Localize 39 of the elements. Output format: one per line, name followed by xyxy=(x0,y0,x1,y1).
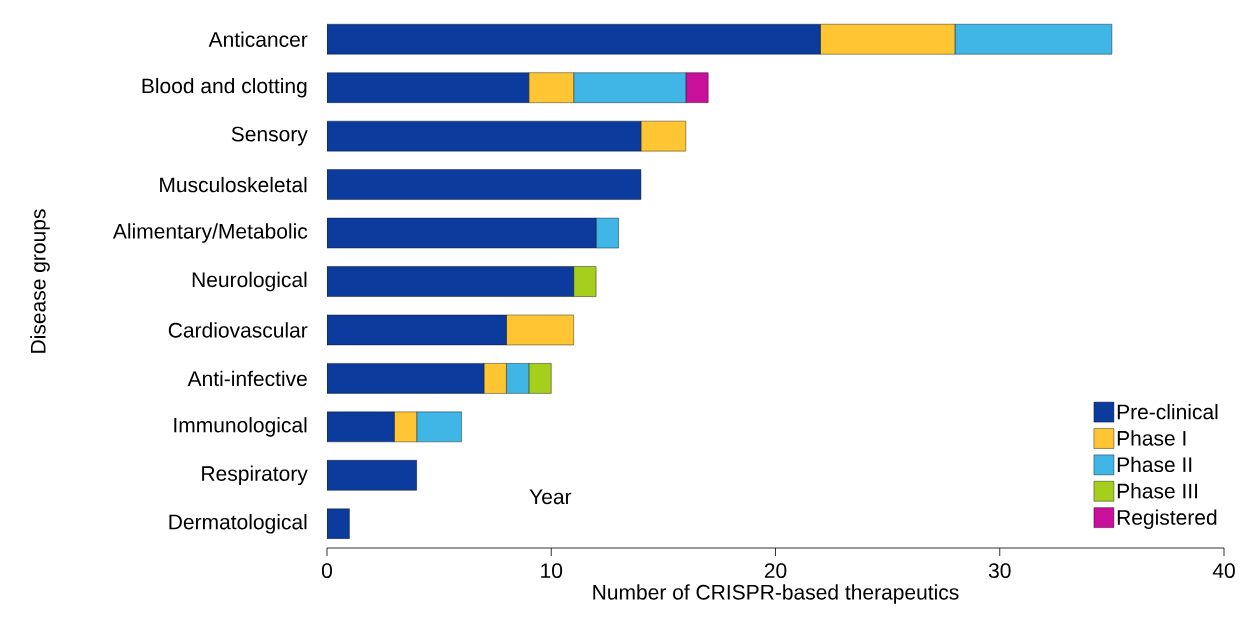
bar xyxy=(327,72,530,103)
bar xyxy=(327,460,417,491)
y-axis-title: Disease groups xyxy=(30,209,50,353)
legend-label: Phase I xyxy=(1117,430,1186,446)
x-tick-label: 30 xyxy=(988,563,1011,579)
y-tick-label: Alimentary/Metabolic xyxy=(112,223,308,243)
x-axis-title: Number of CRISPR-based therapeutics xyxy=(593,584,959,604)
y-tick-label: Blood and clotting xyxy=(142,77,307,98)
y-tick-label: Anticancer xyxy=(208,31,308,47)
legend-label: Registered xyxy=(1117,509,1217,530)
annotation: Year xyxy=(529,489,572,505)
y-tick-label: Dermatological xyxy=(169,514,307,534)
legend-label: Phase II xyxy=(1117,456,1192,473)
x-tick-label: 0 xyxy=(321,563,333,579)
bar xyxy=(573,266,597,297)
y-tick-label: Musculoskeletal xyxy=(160,176,307,193)
y-tick-label: Respiratory xyxy=(202,465,308,486)
bar xyxy=(327,411,395,443)
x-tick-label: 10 xyxy=(541,563,563,579)
y-tick-label: Anti-infective xyxy=(187,370,307,387)
bar xyxy=(506,314,574,346)
bar xyxy=(327,508,350,539)
bar xyxy=(327,363,485,394)
bar xyxy=(327,217,597,249)
legend-label: Pre-clinical xyxy=(1117,403,1218,420)
x-tick-label: 40 xyxy=(1212,563,1235,579)
y-tick-label: Neurological xyxy=(192,271,307,292)
bar xyxy=(595,217,619,249)
bar xyxy=(327,120,642,152)
bar xyxy=(327,266,574,297)
x-tick-label: 20 xyxy=(764,563,787,579)
legend-label: Phase III xyxy=(1117,483,1198,499)
bar xyxy=(327,24,821,55)
bar xyxy=(327,169,642,200)
bar xyxy=(640,120,687,152)
y-tick-label: Immunological xyxy=(174,417,307,437)
y-tick-label: Sensory xyxy=(231,126,308,146)
bar xyxy=(327,314,507,346)
y-tick-label: Cardiovascular xyxy=(168,322,308,338)
